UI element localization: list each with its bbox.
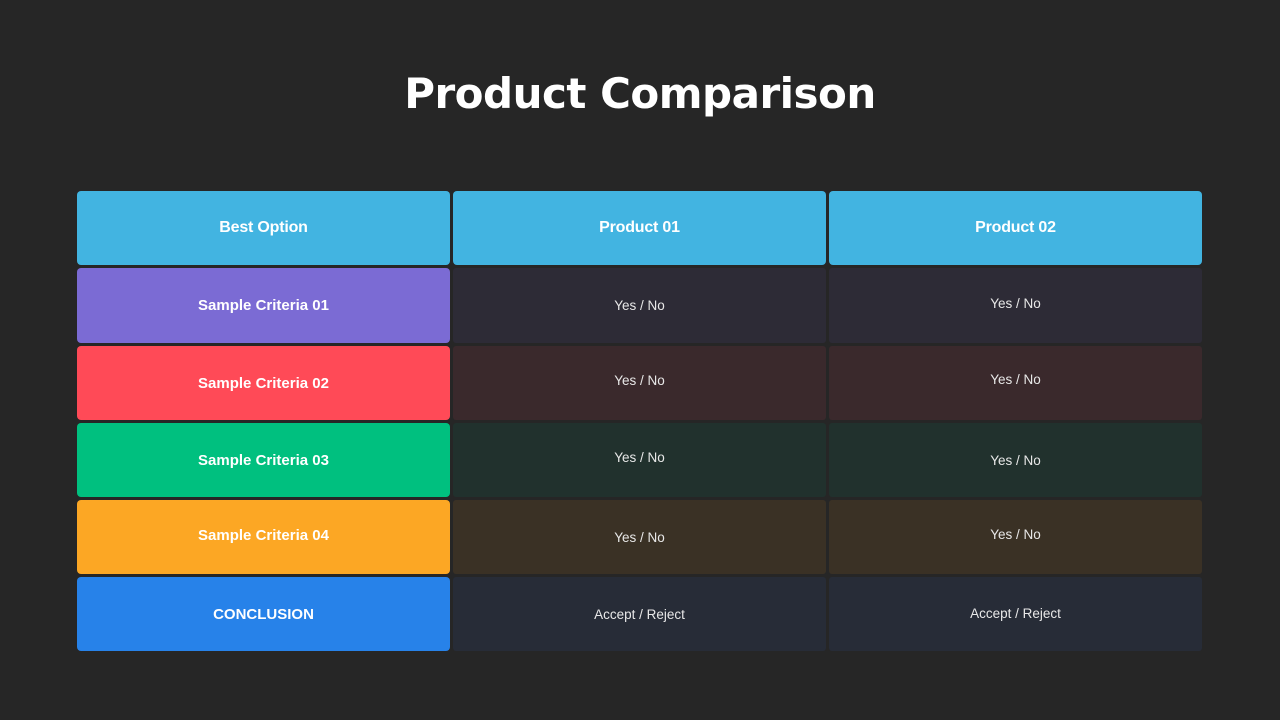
conclusion-label: CONCLUSION	[77, 577, 450, 651]
criteria-label: Sample Criteria 02	[77, 346, 450, 420]
product-02-value: Yes / No	[829, 423, 1202, 497]
product-02-value: Yes / No	[829, 346, 1202, 420]
criteria-label: Sample Criteria 01	[77, 268, 450, 343]
product-02-value: Yes / No	[829, 500, 1202, 574]
product-01-value: Yes / No	[453, 423, 826, 497]
criteria-label: Sample Criteria 03	[77, 423, 450, 497]
header-product-01: Product 01	[453, 191, 826, 265]
product-02-value: Yes / No	[829, 268, 1202, 343]
product-01-value: Yes / No	[453, 268, 826, 343]
criteria-label: Sample Criteria 04	[77, 500, 450, 574]
product-02-conclusion: Accept / Reject	[829, 577, 1202, 651]
header-best-option: Best Option	[77, 191, 450, 265]
product-01-value: Yes / No	[453, 500, 826, 574]
page-title: Product Comparison	[404, 69, 876, 118]
header-product-02: Product 02	[829, 191, 1202, 265]
product-01-value: Yes / No	[453, 346, 826, 420]
product-01-conclusion: Accept / Reject	[453, 577, 826, 651]
comparison-table: Best Option Product 01 Product 02 Sample…	[77, 191, 1202, 651]
